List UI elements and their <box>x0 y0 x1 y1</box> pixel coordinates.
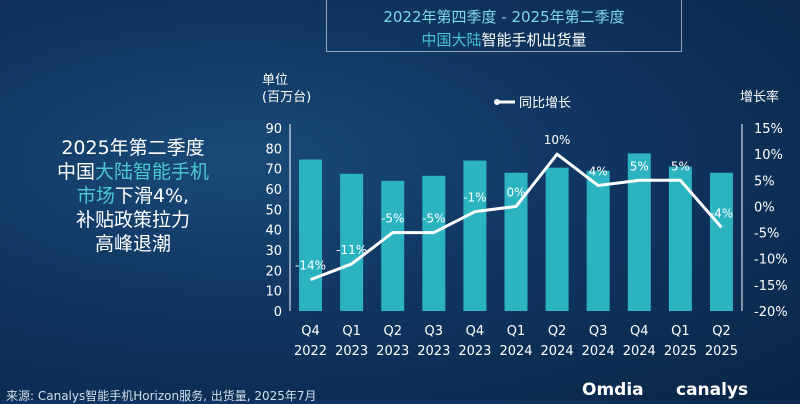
x-tick-label-year: 2024 <box>582 344 615 359</box>
headline-text: 2025年第二季度 中国大陆智能手机 市场下滑4%, 补贴政策拉力 高峰退潮 <box>28 136 238 256</box>
x-tick-label-year: 2022 <box>294 344 327 359</box>
bar <box>709 172 733 311</box>
bar <box>627 153 651 311</box>
growth-data-label: -5% <box>422 212 445 226</box>
x-tick-label-quarter: Q3 <box>425 324 444 339</box>
y-tick-label: 20 <box>265 264 282 279</box>
growth-data-label: 5% <box>630 159 649 173</box>
x-tick-label-quarter: Q1 <box>507 324 526 339</box>
chart-title-rest: 智能手机出货量 <box>481 31 587 49</box>
y2-tick-label: -15% <box>754 279 788 294</box>
bar <box>586 170 610 311</box>
headline-line4: 补贴政策拉力 <box>75 209 190 231</box>
growth-data-label: 0% <box>506 185 525 199</box>
y2-tick-label: 15% <box>754 122 783 137</box>
headline-line3-a: 市场 <box>76 185 115 207</box>
headline-line1: 2025年第二季度 <box>61 137 205 159</box>
headline-line3: 市场下滑4%, <box>28 184 238 208</box>
x-tick-label-quarter: Q2 <box>383 324 402 339</box>
growth-data-label: 10% <box>544 133 571 147</box>
bar <box>381 180 405 311</box>
y-tick-label: 60 <box>265 183 282 198</box>
growth-data-label: -5% <box>381 212 404 226</box>
x-tick-label-quarter: Q4 <box>466 324 485 339</box>
y-tick-label: 80 <box>265 142 282 157</box>
x-tick-label-quarter: Q2 <box>712 324 731 339</box>
legend-line-dot <box>494 99 500 105</box>
growth-line <box>310 152 723 282</box>
omdia-logo: Omdia <box>582 380 644 400</box>
growth-data-label: -1% <box>463 191 486 205</box>
y2-tick-label: 10% <box>754 148 783 163</box>
x-tick-label-quarter: Q4 <box>301 324 320 339</box>
x-tick-label-year: 2024 <box>499 344 532 359</box>
y-tick-label: 50 <box>265 203 282 218</box>
chart-title-line2: 中国大陆智能手机出货量 <box>327 29 681 50</box>
y-tick-label: 90 <box>265 122 282 137</box>
y-axis-title-line1: 单位 <box>262 73 288 88</box>
y2-tick-label: -20% <box>754 305 788 320</box>
y2-axis-title: 增长率 <box>740 89 779 105</box>
y-tick-label: 40 <box>265 224 282 239</box>
bar <box>463 160 487 311</box>
bar <box>668 166 692 311</box>
bar <box>422 175 446 311</box>
headline-line2: 中国大陆智能手机 <box>28 160 238 184</box>
legend-label: 同比增长 <box>519 96 571 111</box>
x-tick-label-quarter: Q2 <box>548 324 567 339</box>
growth-data-label: -14% <box>295 259 326 273</box>
chart-title-highlight: 中国大陆 <box>421 31 482 49</box>
x-tick-label-quarter: Q4 <box>630 324 649 339</box>
y2-tick-label: -5% <box>754 227 779 242</box>
x-tick-label-quarter: Q1 <box>671 324 690 339</box>
x-tick-label-year: 2023 <box>376 344 409 359</box>
y2-tick-label: -10% <box>754 253 788 268</box>
x-tick-label-year: 2023 <box>458 344 491 359</box>
growth-data-label: 4% <box>589 165 608 179</box>
headline-line5: 高峰退潮 <box>94 233 171 255</box>
y-tick-label: 30 <box>265 244 282 259</box>
headline-line3-b: 下滑4%, <box>114 185 190 207</box>
x-tick-label-quarter: Q1 <box>342 324 361 339</box>
x-tick-label-year: 2023 <box>335 344 368 359</box>
x-tick-label-year: 2025 <box>705 344 738 359</box>
y2-tick-label: 5% <box>754 174 775 189</box>
chart-title-line1: 2022年第四季度 - 2025年第二季度 <box>383 8 625 26</box>
x-tick-label-year: 2024 <box>541 344 574 359</box>
growth-data-label: -4% <box>710 206 733 220</box>
headline-line2-a: 中国 <box>56 161 95 183</box>
x-tick-label-year: 2025 <box>664 344 697 359</box>
y-tick-label: 70 <box>265 163 282 178</box>
y2-tick-label: 0% <box>754 200 775 215</box>
bar <box>299 159 323 311</box>
y-axis-title-line2: (百万台) <box>262 90 311 105</box>
canalys-logo: canalys <box>676 380 749 400</box>
growth-data-label: 5% <box>671 159 690 173</box>
headline-line2-b: 大陆智能手机 <box>95 161 210 183</box>
source-note: 来源: Canalys智能手机Horizon服务, 出货量, 2025年7月 <box>6 389 317 403</box>
x-tick-label-quarter: Q3 <box>589 324 608 339</box>
chart-title-box: 2022年第四季度 - 2025年第二季度 中国大陆智能手机出货量 <box>326 0 682 52</box>
x-tick-label-year: 2024 <box>623 344 656 359</box>
y-tick-label: 0 <box>274 305 282 320</box>
growth-data-label: -11% <box>336 243 367 257</box>
bar <box>545 167 569 311</box>
x-tick-label-year: 2023 <box>417 344 450 359</box>
y-tick-label: 10 <box>265 285 282 300</box>
bar <box>340 173 364 311</box>
